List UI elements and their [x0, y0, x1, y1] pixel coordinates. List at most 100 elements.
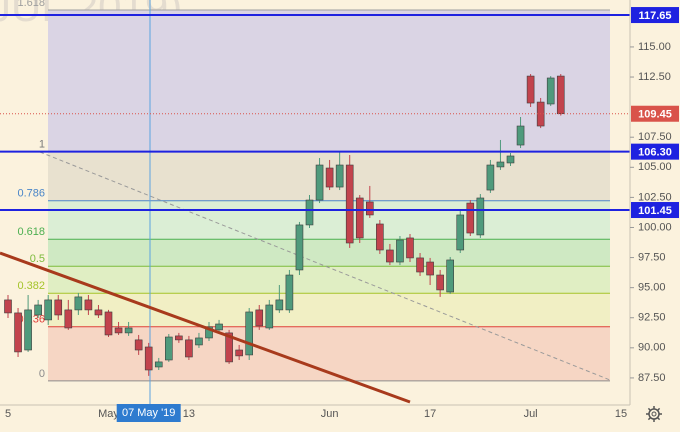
- candle-body: [386, 249, 394, 263]
- fib-zone: [48, 239, 610, 267]
- fib-label: 0.618: [17, 226, 45, 238]
- y-tick-label: 87.50: [638, 372, 666, 384]
- candle-body: [84, 299, 93, 311]
- price-lines: [0, 14, 630, 212]
- candle-body: [134, 339, 143, 351]
- y-tick-label: 112.50: [638, 71, 671, 83]
- candle-body: [44, 299, 53, 321]
- candle-body: [376, 223, 384, 251]
- settings-icon[interactable]: [646, 406, 662, 422]
- candle-body: [446, 259, 455, 293]
- candle-body: [556, 75, 565, 115]
- price-label-box: [631, 143, 679, 160]
- candle-body: [355, 197, 364, 239]
- price-label: 109.45: [638, 109, 672, 121]
- candle-body: [496, 161, 505, 168]
- candle-body: [285, 274, 294, 311]
- candle-body: [14, 312, 22, 353]
- trendline: [0, 251, 411, 404]
- candle-body: [54, 299, 63, 316]
- candles: [4, 74, 565, 376]
- candle-body: [315, 164, 324, 201]
- candle-body: [295, 224, 304, 271]
- candle-body: [235, 349, 243, 357]
- candle-body: [34, 304, 42, 316]
- candle-body: [255, 309, 264, 327]
- candle-body: [4, 299, 12, 314]
- fib-label: 1.618: [17, 0, 45, 9]
- x-tick-label: 5: [5, 408, 11, 420]
- candle-body: [175, 335, 183, 341]
- x-tick-label: Jul: [524, 408, 538, 420]
- y-tick-label: 102.50: [638, 191, 672, 203]
- candle-body: [275, 299, 284, 311]
- y-tick-label: 107.50: [638, 131, 672, 143]
- candle-body: [476, 197, 485, 236]
- y-tick-label: 95.00: [638, 282, 666, 294]
- y-tick-label: 100.00: [638, 221, 672, 233]
- fib-label: 0: [39, 368, 45, 380]
- price-label-box: [631, 202, 679, 219]
- price-label: 101.45: [638, 205, 672, 217]
- x-tick-label: May: [98, 408, 119, 420]
- fib-label: 1: [39, 139, 45, 151]
- candle-body: [365, 201, 374, 216]
- candle-body: [64, 309, 73, 329]
- price-label: 117.65: [638, 10, 671, 22]
- y-tick-label: 115.00: [638, 41, 671, 53]
- crosshair-label-box: [116, 404, 181, 422]
- candle-body: [195, 337, 203, 346]
- fib-diagonal: [39, 151, 611, 381]
- candle-body: [215, 323, 223, 331]
- candle-body: [185, 339, 193, 358]
- candle-body: [486, 164, 495, 191]
- candle-body: [456, 214, 465, 251]
- fib-label: 0.382: [17, 280, 45, 292]
- fib-zone: [48, 9, 610, 152]
- candle-body: [516, 125, 525, 146]
- y-tick-label: 90.00: [638, 342, 666, 354]
- candle-body: [325, 167, 334, 188]
- crosshair-label: 07 May '19: [122, 407, 175, 419]
- candle-body: [506, 155, 515, 164]
- fib-zone: [48, 200, 610, 240]
- y-tick-label: 92.50: [638, 312, 666, 324]
- fib-label: 0.5: [30, 253, 45, 265]
- drawings: [39, 0, 611, 405]
- candle-body: [335, 164, 344, 188]
- x-tick-label: 13: [183, 408, 195, 420]
- candle-body: [165, 336, 173, 361]
- candle-body: [265, 304, 274, 329]
- candle-body: [416, 257, 424, 273]
- candle-body: [466, 202, 475, 234]
- y-tick-label: 105.00: [638, 161, 672, 173]
- trendline-layer: [0, 251, 411, 404]
- x-tick-label: Jun: [321, 408, 339, 420]
- candle-body: [225, 332, 233, 363]
- candle-body: [74, 296, 83, 311]
- price-label-box: [631, 7, 679, 24]
- candle-body: [114, 327, 123, 334]
- fib-label: 0.786: [17, 188, 45, 200]
- price-label: 106.30: [638, 147, 672, 159]
- candle-body: [94, 309, 103, 316]
- candle-body: [144, 346, 153, 371]
- fib-zone: [48, 293, 610, 327]
- candle-body: [104, 311, 113, 336]
- candle-body: [526, 75, 535, 104]
- candle-body: [345, 164, 354, 244]
- price-label-box: [631, 105, 679, 122]
- x-tick-label: 17: [424, 408, 436, 420]
- candle-body: [154, 361, 163, 368]
- candle-body: [124, 327, 133, 334]
- candle-body: [396, 239, 404, 263]
- candle-body: [305, 199, 314, 226]
- y-tick-label: 97.50: [638, 251, 666, 263]
- fib-zone: [48, 266, 610, 294]
- candle-body: [406, 237, 414, 259]
- x-tick-label: 15: [615, 408, 627, 420]
- candle-body: [205, 326, 213, 339]
